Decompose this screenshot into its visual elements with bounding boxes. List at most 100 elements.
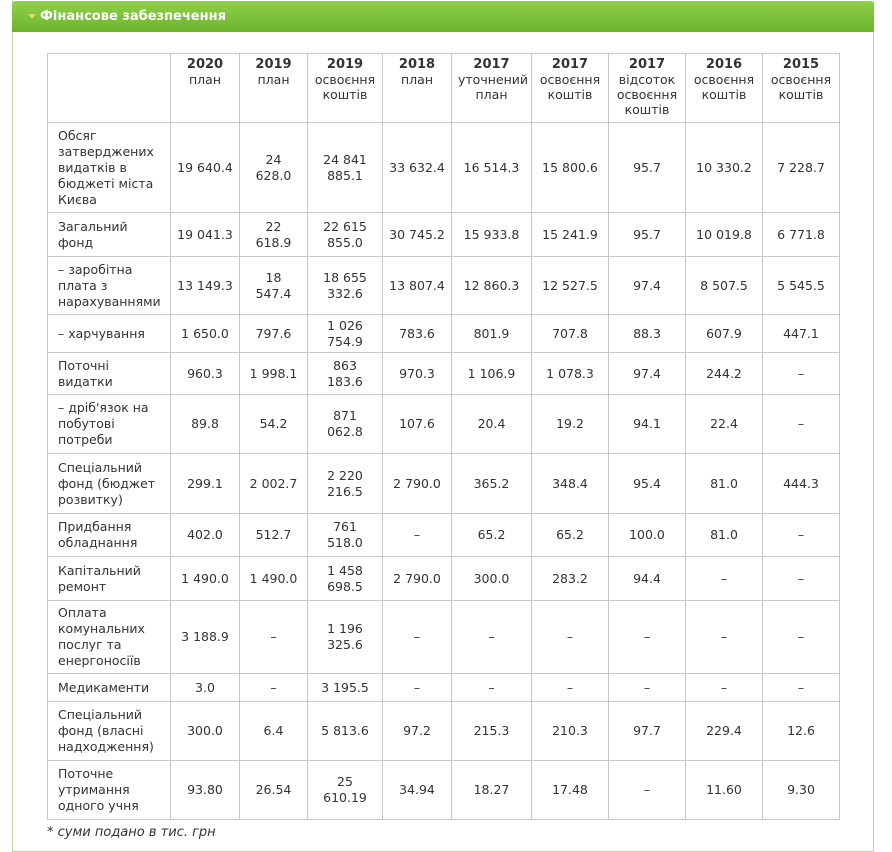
table-row: Поточні видатки 960.3 1 998.1 863 183.6 970.…	[47, 352, 840, 395]
table-cell: 7 228.7	[762, 122, 840, 213]
table-cell: –	[762, 673, 840, 702]
table-cell: 244.2	[685, 352, 763, 395]
table-cell: 97.2	[382, 701, 452, 761]
table-cell: –	[239, 673, 308, 702]
column-label: відсоток освоєння коштів	[616, 72, 678, 117]
table-cell: –	[685, 556, 763, 601]
row-label: Загальний фонд	[47, 212, 171, 257]
table-cell: 19.2	[531, 394, 609, 454]
column-header: 2015 освоєння коштів	[762, 53, 840, 123]
column-label: план	[401, 72, 433, 87]
section-header[interactable]: Фінансове забезпечення	[12, 1, 874, 32]
table-cell: –	[382, 513, 452, 557]
table-cell: 13 149.3	[170, 256, 240, 315]
row-label: Обсяг затверджених видатків в бюджеті мі…	[47, 122, 171, 213]
table-cell: 447.1	[762, 314, 840, 353]
table-cell: 801.9	[451, 314, 532, 353]
table-cell: 2 220 216.5	[307, 453, 383, 514]
table-cell: 12.6	[762, 701, 840, 761]
table-cell: 22 618.9	[239, 212, 308, 257]
table-cell: 300.0	[451, 556, 532, 601]
table-cell: 2 002.7	[239, 453, 308, 514]
table-cell: 19 041.3	[170, 212, 240, 257]
table-row: Загальний фонд 19 041.3 22 618.9 22 615 855…	[47, 212, 840, 257]
table-cell: 11.60	[685, 760, 763, 820]
table-cell: 12 527.5	[531, 256, 609, 315]
column-header: 2020 план	[170, 53, 240, 123]
table-cell: 1 458 698.5	[307, 556, 383, 601]
column-header: 2018 план	[382, 53, 452, 123]
table-cell: –	[608, 600, 686, 674]
table-row: Спеціальний фонд (власні надходження) 300…	[47, 701, 840, 761]
table-cell: 1 196 325.6	[307, 600, 383, 674]
table-cell: 107.6	[382, 394, 452, 454]
table-cell: 22.4	[685, 394, 763, 454]
table-row: Поточне утримання одного учня 93.80 26.54 2…	[47, 760, 840, 820]
table-cell: 25 610.19	[307, 760, 383, 820]
table-row: – дріб'язок на побутові потреби 89.8 54.2 8…	[47, 394, 840, 454]
table-cell: 89.8	[170, 394, 240, 454]
table-cell: –	[685, 600, 763, 674]
row-label: – заробітна плата з нарахуваннями	[47, 256, 171, 315]
column-label: план	[189, 72, 221, 87]
table-row: – заробітна плата з нарахуваннями 13 149.…	[47, 256, 840, 315]
column-year: 2017	[628, 57, 666, 72]
table-cell: 783.6	[382, 314, 452, 353]
table-cell: 300.0	[170, 701, 240, 761]
table-cell: 3 188.9	[170, 600, 240, 674]
table-cell: 15 241.9	[531, 212, 609, 257]
table-cell: 81.0	[685, 513, 763, 557]
table-cell: 210.3	[531, 701, 609, 761]
column-header: 2017 уточнений план	[451, 53, 532, 123]
table-cell: –	[382, 600, 452, 674]
table-cell: 444.3	[762, 453, 840, 514]
table-cell: 2 790.0	[382, 453, 452, 514]
table-cell: –	[762, 513, 840, 557]
table-row: Придбання обладнання 402.0 512.7 761 518.0–…	[47, 513, 840, 557]
table-cell: 12 860.3	[451, 256, 532, 315]
column-year: 2020	[186, 57, 224, 72]
table-cell: 20.4	[451, 394, 532, 454]
table-cell: 81.0	[685, 453, 763, 514]
table-cell: 1 490.0	[170, 556, 240, 601]
table-cell: –	[762, 394, 840, 454]
table-cell: 95.7	[608, 122, 686, 213]
table-cell: 93.80	[170, 760, 240, 820]
table-cell: 1 998.1	[239, 352, 308, 395]
finance-table: 2020 план 2019 план 2019 освоєння коштів 2018 п…	[47, 53, 840, 820]
table-row: Медикаменти 3.0–3 195.5– – – – – –	[47, 673, 840, 702]
table-cell: 17.48	[531, 760, 609, 820]
table-cell: 229.4	[685, 701, 763, 761]
column-label: уточнений план	[458, 72, 528, 102]
table-cell: 13 807.4	[382, 256, 452, 315]
table-cell: –	[608, 760, 686, 820]
table-cell: –	[382, 673, 452, 702]
table-cell: –	[531, 673, 609, 702]
table-cell: 1 650.0	[170, 314, 240, 353]
table-cell: 1 106.9	[451, 352, 532, 395]
table-cell: 94.4	[608, 556, 686, 601]
table-cell: 88.3	[608, 314, 686, 353]
column-year: 2016	[705, 57, 743, 72]
table-cell: –	[531, 600, 609, 674]
table-cell: 16 514.3	[451, 122, 532, 213]
table-cell: 215.3	[451, 701, 532, 761]
table-cell: 402.0	[170, 513, 240, 557]
table-cell: 10 330.2	[685, 122, 763, 213]
table-cell: 5 545.5	[762, 256, 840, 315]
column-header: 2019 освоєння коштів	[307, 53, 383, 123]
table-cell: 97.7	[608, 701, 686, 761]
table-cell: 22 615 855.0	[307, 212, 383, 257]
table-cell: 18 655 332.6	[307, 256, 383, 315]
table-cell: 871 062.8	[307, 394, 383, 454]
row-label: Поточні видатки	[47, 352, 171, 395]
row-label: Спеціальний фонд (власні надходження)	[47, 701, 171, 761]
table-cell: –	[608, 673, 686, 702]
table-row: Обсяг затверджених видатків в бюджеті мі…	[47, 122, 840, 213]
table-cell: –	[685, 673, 763, 702]
table-cell: 2 790.0	[382, 556, 452, 601]
table-cell: 6.4	[239, 701, 308, 761]
column-label: освоєння коштів	[770, 72, 832, 102]
table-cell: 283.2	[531, 556, 609, 601]
column-header: 2016 освоєння коштів	[685, 53, 763, 123]
